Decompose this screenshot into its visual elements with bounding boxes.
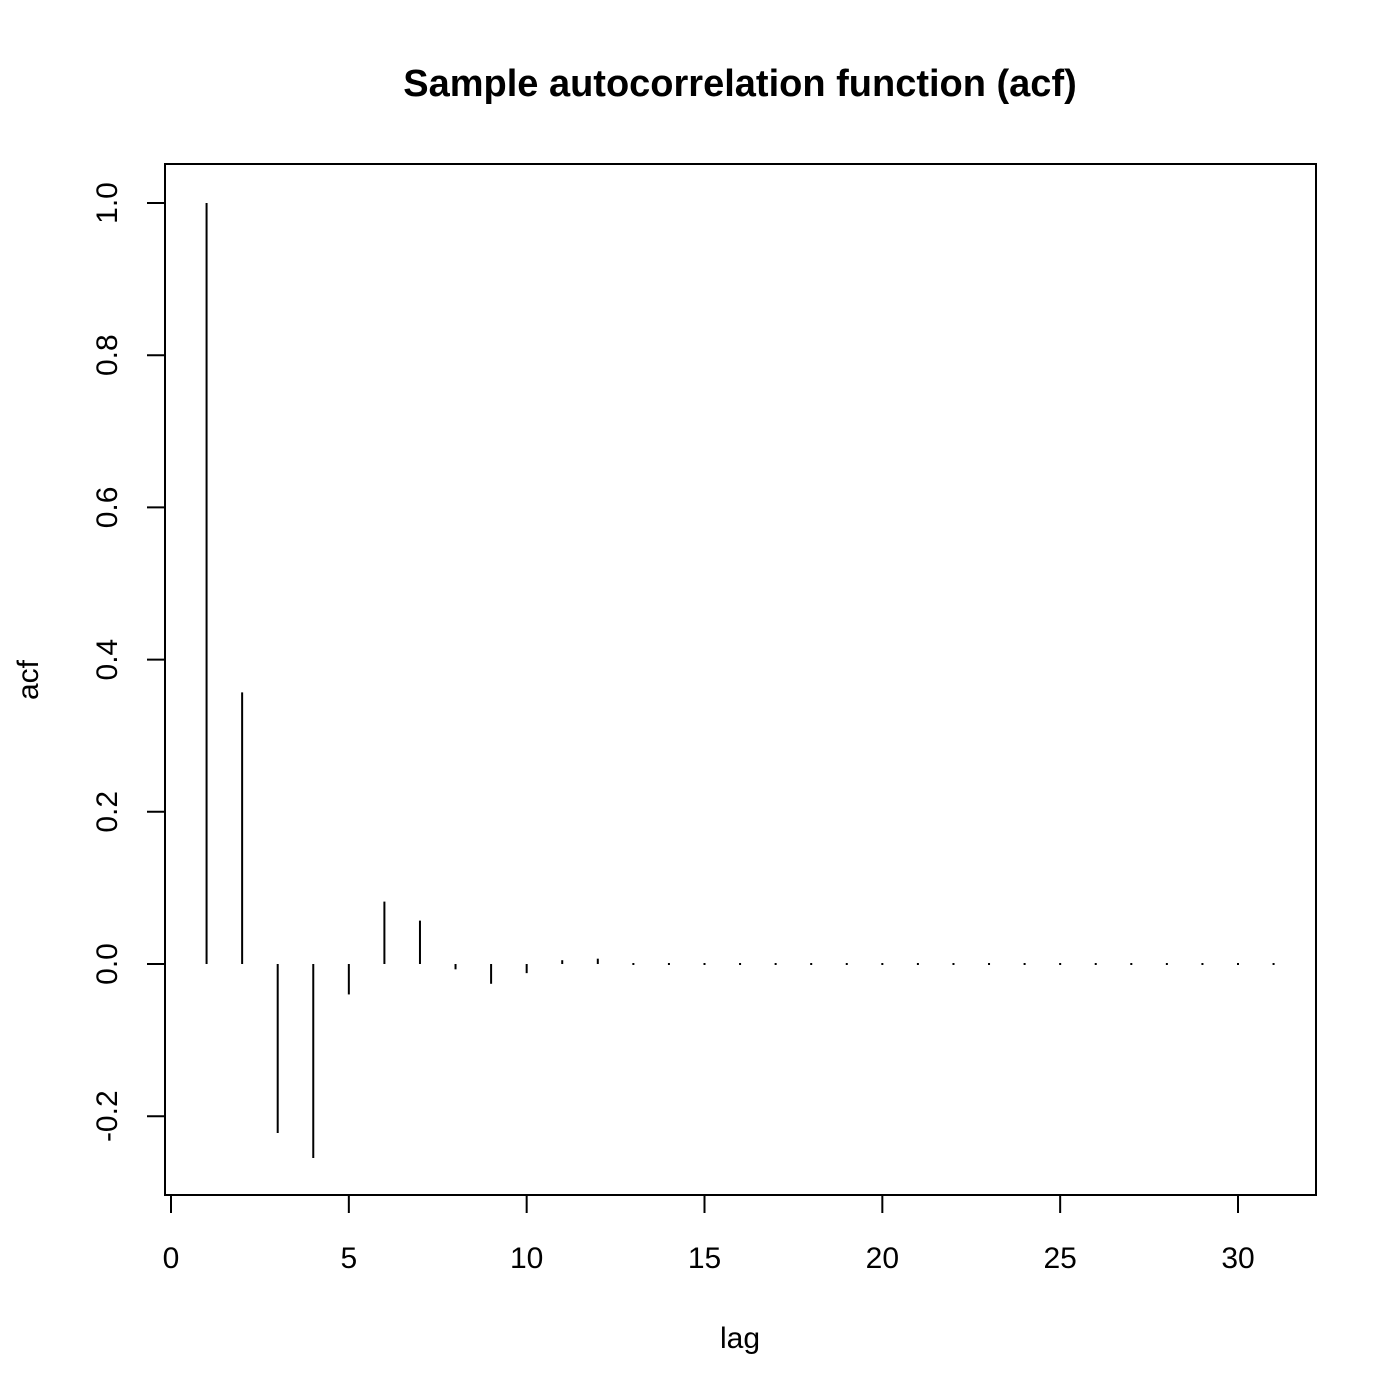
y-tick-label: 0.4 bbox=[91, 639, 124, 681]
y-tick-label: 0.8 bbox=[91, 334, 124, 376]
x-tick-label: 25 bbox=[1043, 1242, 1076, 1275]
x-tick-label: 15 bbox=[688, 1242, 721, 1275]
x-tick-label: 0 bbox=[163, 1242, 180, 1275]
chart-title: Sample autocorrelation function (acf) bbox=[403, 63, 1077, 105]
y-tick-label: 0.6 bbox=[91, 487, 124, 529]
x-tick-label: 30 bbox=[1221, 1242, 1254, 1275]
y-axis: -0.2 0.0 0.2 0.4 0.6 0.8 1.0 bbox=[91, 182, 166, 1142]
x-tick-label: 20 bbox=[866, 1242, 899, 1275]
x-tick-label: 10 bbox=[510, 1242, 543, 1275]
acf-series bbox=[205, 203, 1275, 1159]
x-axis: 0 5 10 15 20 25 30 bbox=[163, 1194, 1255, 1275]
y-tick-label: 0.2 bbox=[91, 791, 124, 833]
y-tick-label: 0.0 bbox=[91, 943, 124, 985]
plot-frame bbox=[164, 163, 1317, 1196]
y-tick-label: -0.2 bbox=[91, 1090, 124, 1142]
x-axis-label: lag bbox=[720, 1322, 760, 1355]
y-axis-label: acf bbox=[12, 659, 45, 700]
y-tick-label: 1.0 bbox=[91, 182, 124, 224]
x-tick-label: 5 bbox=[340, 1242, 357, 1275]
